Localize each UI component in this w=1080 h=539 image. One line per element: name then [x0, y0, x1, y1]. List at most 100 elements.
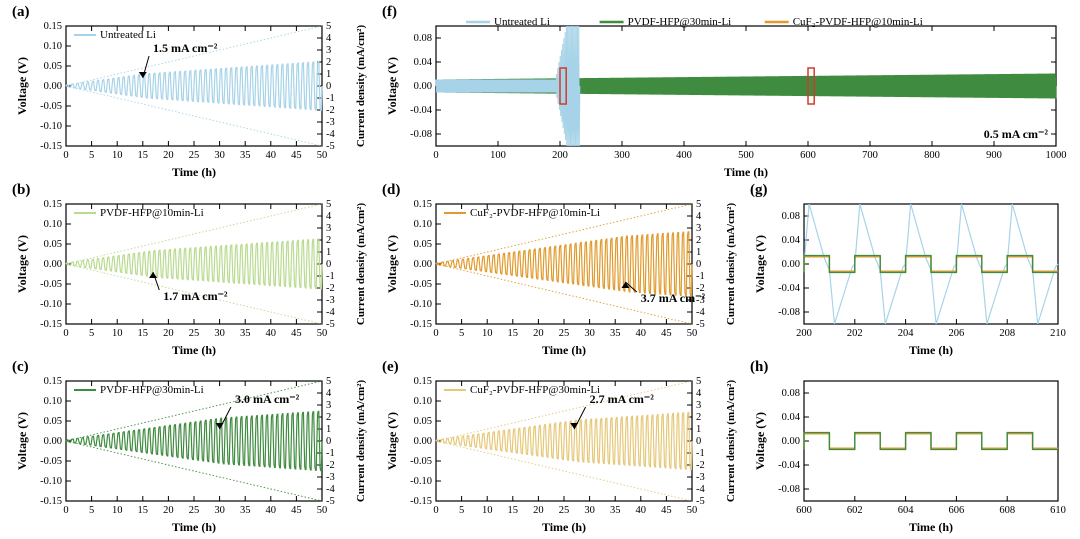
svg-text:-0.05: -0.05	[410, 456, 432, 467]
svg-text:5: 5	[696, 199, 701, 210]
svg-text:30: 30	[214, 150, 225, 161]
svg-text:45: 45	[661, 328, 672, 339]
svg-text:-2: -2	[326, 460, 335, 471]
svg-text:1: 1	[326, 247, 331, 258]
svg-text:CuF₂-PVDF-HFP@30min-Li: CuF₂-PVDF-HFP@30min-Li	[470, 384, 600, 396]
svg-text:0.08: 0.08	[414, 33, 432, 44]
svg-text:208: 208	[999, 328, 1015, 339]
svg-text:-1: -1	[326, 93, 335, 104]
svg-text:45: 45	[291, 505, 302, 516]
svg-text:0.00: 0.00	[44, 259, 62, 270]
svg-text:2: 2	[696, 235, 701, 246]
svg-text:-4: -4	[696, 307, 705, 318]
svg-text:Current density (mA/cm²): Current density (mA/cm²)	[355, 203, 367, 326]
svg-text:0.05: 0.05	[44, 416, 62, 427]
svg-text:-0.10: -0.10	[410, 299, 432, 310]
svg-text:1.7 mA cm⁻²: 1.7 mA cm⁻²	[163, 289, 228, 303]
svg-text:PVDF-HFP@30min-Li: PVDF-HFP@30min-Li	[100, 384, 204, 396]
svg-text:202: 202	[847, 328, 863, 339]
svg-text:-0.04: -0.04	[778, 460, 801, 471]
panel-d: 05101520253035404550-0.15-0.10-0.050.000…	[382, 186, 740, 358]
svg-text:-0.15: -0.15	[40, 319, 62, 330]
svg-text:Time (h): Time (h)	[909, 343, 953, 357]
svg-text:-0.08: -0.08	[778, 307, 800, 318]
svg-text:Voltage (V): Voltage (V)	[753, 412, 767, 470]
svg-text:-0.10: -0.10	[410, 476, 432, 487]
svg-text:35: 35	[610, 505, 621, 516]
svg-text:0: 0	[433, 505, 438, 516]
svg-text:15: 15	[138, 505, 149, 516]
svg-text:4: 4	[326, 388, 332, 399]
svg-text:30: 30	[584, 505, 595, 516]
svg-text:2.7 mA cm⁻²: 2.7 mA cm⁻²	[590, 392, 655, 406]
svg-text:0.15: 0.15	[44, 21, 62, 32]
svg-text:0.00: 0.00	[782, 436, 800, 447]
svg-text:-0.05: -0.05	[40, 279, 62, 290]
svg-text:1: 1	[696, 424, 701, 435]
svg-text:0.08: 0.08	[782, 211, 800, 222]
svg-text:Voltage (V): Voltage (V)	[385, 412, 399, 470]
svg-text:0: 0	[326, 81, 331, 92]
svg-text:15: 15	[138, 150, 149, 161]
panel-e: 05101520253035404550-0.15-0.10-0.050.000…	[382, 363, 740, 535]
svg-text:Voltage (V): Voltage (V)	[15, 412, 29, 470]
svg-text:3: 3	[326, 223, 331, 234]
svg-text:25: 25	[559, 505, 570, 516]
svg-text:25: 25	[189, 150, 200, 161]
svg-text:4: 4	[326, 211, 332, 222]
svg-text:0.04: 0.04	[414, 57, 433, 68]
svg-text:5: 5	[459, 328, 464, 339]
svg-text:204: 204	[898, 328, 915, 339]
svg-text:400: 400	[676, 150, 692, 161]
svg-text:30: 30	[214, 505, 225, 516]
svg-text:Voltage (V): Voltage (V)	[15, 57, 29, 115]
svg-text:1000: 1000	[1046, 150, 1067, 161]
svg-text:-1: -1	[326, 271, 335, 282]
svg-text:Current density (mA/cm²): Current density (mA/cm²)	[355, 380, 367, 503]
svg-text:0: 0	[433, 150, 438, 161]
svg-text:-0.04: -0.04	[410, 105, 433, 116]
svg-text:0.05: 0.05	[414, 416, 432, 427]
svg-text:10: 10	[112, 505, 123, 516]
svg-text:3: 3	[326, 45, 331, 56]
svg-text:40: 40	[266, 505, 277, 516]
svg-text:0.00: 0.00	[414, 259, 432, 270]
svg-text:3: 3	[696, 223, 701, 234]
svg-text:200: 200	[796, 328, 812, 339]
svg-text:0.05: 0.05	[414, 239, 432, 250]
svg-text:35: 35	[240, 505, 251, 516]
svg-text:5: 5	[696, 376, 701, 387]
svg-text:0.10: 0.10	[44, 219, 62, 230]
svg-text:25: 25	[189, 328, 200, 339]
svg-text:Time (h): Time (h)	[542, 343, 586, 357]
svg-text:4: 4	[696, 388, 702, 399]
svg-text:Voltage (V): Voltage (V)	[385, 235, 399, 293]
svg-text:25: 25	[189, 505, 200, 516]
svg-text:35: 35	[240, 150, 251, 161]
svg-text:500: 500	[738, 150, 754, 161]
svg-text:-0.10: -0.10	[40, 121, 62, 132]
svg-text:610: 610	[1050, 505, 1066, 516]
svg-text:20: 20	[163, 328, 174, 339]
svg-text:Voltage (V): Voltage (V)	[385, 57, 399, 115]
svg-text:4: 4	[326, 33, 332, 44]
svg-text:5: 5	[89, 505, 94, 516]
svg-text:4: 4	[696, 211, 702, 222]
svg-text:-0.08: -0.08	[410, 129, 432, 140]
svg-text:0: 0	[326, 259, 331, 270]
svg-text:-5: -5	[696, 319, 705, 330]
svg-text:2: 2	[326, 412, 331, 423]
svg-text:-2: -2	[326, 283, 335, 294]
svg-text:15: 15	[508, 328, 519, 339]
svg-text:-0.15: -0.15	[40, 496, 62, 507]
panel-c: 05101520253035404550-0.15-0.10-0.050.000…	[12, 363, 370, 535]
svg-text:30: 30	[214, 328, 225, 339]
figure-root: (a) (b) (c) (d) (e) (f) (g) (h) 05101520…	[0, 0, 1080, 539]
svg-text:0.05: 0.05	[44, 61, 62, 72]
svg-text:5: 5	[326, 21, 331, 32]
svg-text:2: 2	[696, 412, 701, 423]
svg-text:PVDF-HFP@30min-Li: PVDF-HFP@30min-Li	[628, 16, 732, 28]
svg-text:5: 5	[459, 505, 464, 516]
svg-text:-0.10: -0.10	[40, 476, 62, 487]
svg-text:Untreated Li: Untreated Li	[100, 29, 156, 41]
